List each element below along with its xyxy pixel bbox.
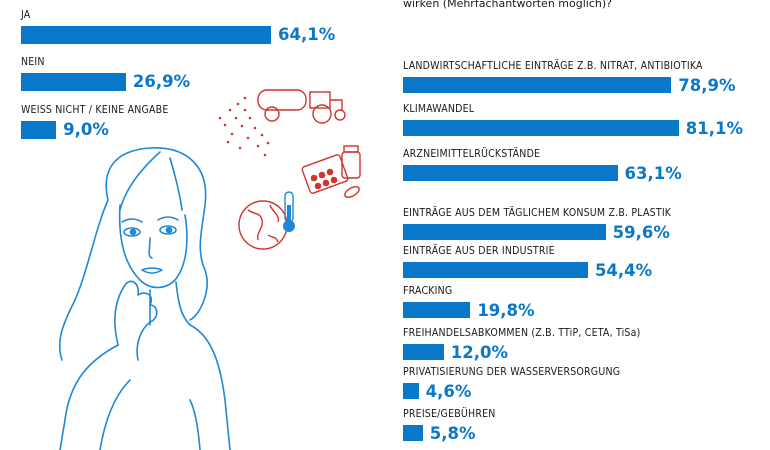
bar-label: FRACKING [403, 285, 453, 297]
bar-value-label: 64,1% [277, 25, 336, 44]
bar-value-label: 54,4% [594, 261, 653, 280]
thermometer-icon [283, 191, 295, 232]
bar-label: JA [21, 9, 31, 21]
bar-value-label: 9,0% [63, 120, 109, 139]
bar [403, 302, 471, 318]
spray-dots [218, 96, 270, 157]
bar-value-label: 81,1% [685, 119, 743, 138]
bar-label: PREISE/GEBÜHREN [403, 408, 496, 420]
tractor-spraying-icon [257, 89, 346, 124]
bar-value-label: 78,9% [678, 76, 736, 95]
bar [403, 77, 672, 93]
bar-value-label: 63,1% [624, 164, 682, 183]
bar-label: EINTRÄGE AUS DEM TÄGLICHEM KONSUM Z.B. P… [403, 207, 672, 219]
medicine-pills-icon [301, 145, 361, 198]
woman-thinking-icon [58, 147, 231, 450]
bar [403, 383, 419, 399]
bar-value-label: 12,0% [450, 343, 509, 362]
bar-value-label: 26,9% [132, 72, 191, 91]
bar-value-label: 4,6% [425, 382, 472, 401]
bar [403, 120, 679, 136]
bar-label: NEIN [21, 56, 45, 68]
bar-label: WEISS NICHT / KEINE ANGABE [21, 104, 169, 116]
bar-value-label: 19,8% [477, 301, 535, 320]
bar [21, 26, 271, 44]
bar [403, 165, 618, 181]
bar-label: KLIMAWANDEL [403, 103, 475, 115]
bar-value-label: 5,8% [429, 424, 476, 443]
bar-label: PRIVATISIERUNG DER WASSERVERSORGUNG [403, 366, 621, 378]
bar-label: FREIHANDELSABKOMMEN (Z.B. TTiP, CETA, Ti… [403, 327, 641, 339]
bar-value-label: 59,6% [612, 223, 670, 242]
bar-label: LANDWIRTSCHAFTLICHE EINTRÄGE Z.B. NITRAT… [403, 60, 703, 72]
chart-right-title: wirken (Mehrfachantworten möglich)? [403, 0, 612, 10]
bar [21, 73, 126, 91]
bar-label: EINTRÄGE AUS DER INDUSTRIE [403, 245, 555, 257]
bar [403, 425, 423, 441]
bar-label: ARZNEIMITTELRÜCKSTÄNDE [403, 148, 541, 160]
bar [403, 344, 444, 360]
globe-thermometer-icon [238, 200, 288, 250]
bar [21, 121, 57, 139]
bar [403, 224, 606, 240]
bar [403, 262, 588, 278]
